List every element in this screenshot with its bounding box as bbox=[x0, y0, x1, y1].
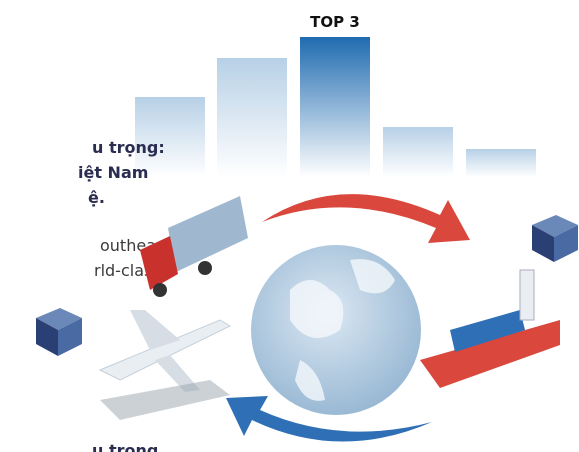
truck bbox=[140, 196, 248, 297]
plane bbox=[98, 310, 232, 420]
ship bbox=[420, 269, 560, 388]
heading-line: u trọng: bbox=[92, 138, 165, 157]
badge: TOP 3 bbox=[310, 13, 360, 31]
bar-highlight bbox=[300, 37, 370, 177]
heading-line: ệ. bbox=[88, 188, 105, 207]
bars bbox=[135, 37, 536, 177]
bar bbox=[217, 58, 287, 177]
arrow-blue bbox=[226, 396, 432, 442]
continents bbox=[290, 259, 395, 401]
arrow-red bbox=[262, 194, 470, 243]
footer-line: u trong bbox=[92, 441, 158, 452]
bar bbox=[466, 149, 536, 177]
boxes bbox=[36, 215, 578, 356]
bar bbox=[135, 97, 205, 177]
heading-line: iệt Nam bbox=[78, 163, 148, 182]
bar bbox=[383, 127, 453, 177]
